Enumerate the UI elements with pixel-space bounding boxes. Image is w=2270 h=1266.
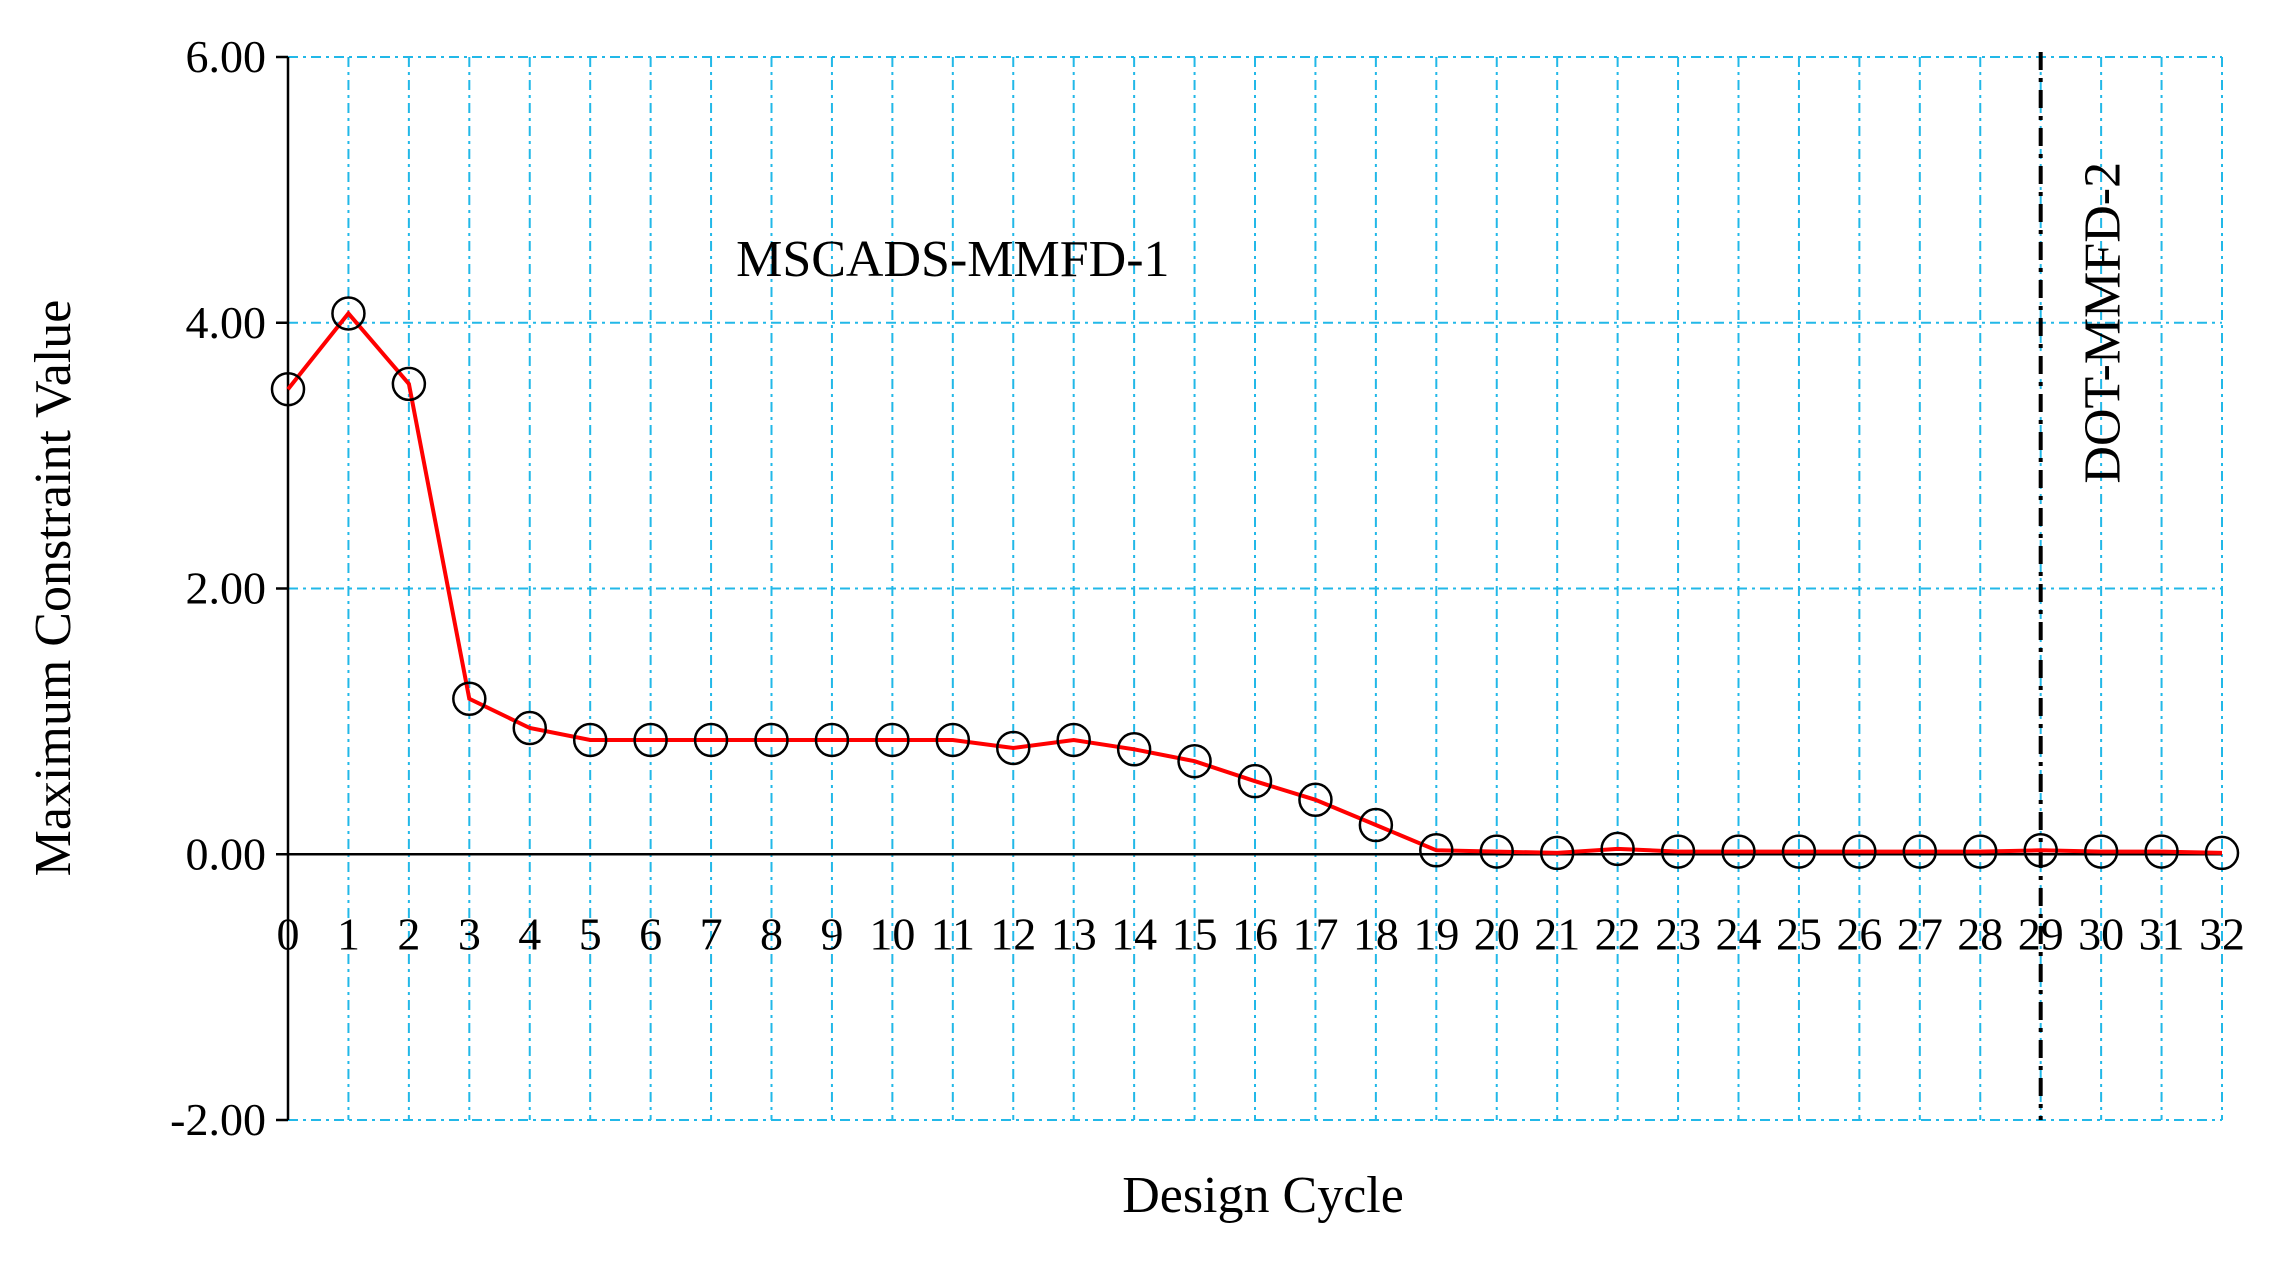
data-point (1358, 807, 1394, 843)
series-line (286, 310, 2223, 855)
data-point (633, 722, 668, 758)
annotations: MSCADS-MMFD-1 DOT-MMFD-2 (736, 162, 2131, 484)
annotation-label: MSCADS-MMFD-1 (736, 231, 1169, 288)
x-tick-label: 19 (1413, 908, 1459, 959)
data-point (1479, 834, 1514, 869)
data-point (1539, 835, 1575, 871)
x-tick-label: 10 (869, 908, 915, 959)
data-point (754, 722, 789, 758)
data-point (1781, 834, 1817, 869)
x-tick-label: 20 (1474, 908, 1520, 959)
annotation-label: DOT-MMFD-2 (2074, 162, 2131, 484)
x-tick-label: 13 (1051, 908, 1097, 959)
x-tick-label: 32 (2199, 908, 2245, 959)
x-tick-label: 4 (518, 908, 541, 959)
data-point (1902, 834, 1938, 869)
x-tick-label: 14 (1111, 908, 1157, 959)
data-point (1842, 834, 1877, 869)
x-tick-label: 12 (990, 908, 1036, 959)
x-tick-label: 5 (579, 908, 602, 959)
x-tick-label: 31 (2139, 908, 2185, 959)
x-tick-label: 17 (1292, 908, 1338, 959)
x-tick-label: 30 (2078, 908, 2124, 959)
x-tick-label: 21 (1534, 908, 1580, 959)
data-point (875, 722, 910, 758)
data-point (1116, 732, 1152, 767)
data-point (391, 366, 427, 402)
x-tick-label: 0 (277, 908, 300, 959)
y-tick-label: 2.00 (186, 563, 267, 614)
data-point (270, 371, 306, 407)
data-point (1237, 763, 1273, 799)
data-point (1177, 743, 1212, 779)
x-tick-label: 7 (700, 908, 723, 959)
data-point (1419, 833, 1454, 868)
data-point (996, 730, 1031, 766)
data-point (2083, 834, 2119, 869)
x-tick-label: 22 (1595, 908, 1641, 959)
x-tick-label: 29 (2018, 908, 2064, 959)
x-tick-label: 6 (639, 908, 662, 959)
x-tick-label: 9 (820, 908, 843, 959)
y-tick-label: 6.00 (186, 31, 267, 82)
data-point (693, 722, 729, 758)
data-point (814, 722, 850, 758)
data-point (1056, 722, 1091, 758)
data-point (512, 710, 547, 746)
x-tick-label: 16 (1232, 908, 1278, 959)
y-axis-title: Maximum Constraint Value (25, 300, 82, 877)
gridlines (288, 56, 2223, 1121)
x-tick-label: 18 (1353, 908, 1399, 959)
data-point (452, 681, 487, 717)
x-tick-label: 8 (760, 908, 783, 959)
data-point (935, 722, 971, 758)
data-point (572, 722, 608, 758)
data-point (1963, 834, 1998, 869)
x-tick-label: 11 (931, 908, 975, 959)
data-point (2144, 834, 2179, 869)
x-axis-title: Design Cycle (1122, 1167, 1404, 1224)
data-point (1298, 782, 1333, 818)
x-tick-label: 23 (1655, 908, 1701, 959)
axes (276, 55, 2222, 1122)
x-tick-label: 24 (1716, 908, 1762, 959)
data-point (1660, 834, 1696, 869)
x-tick-label: 2 (397, 908, 420, 959)
y-tick-label: -2.00 (170, 1094, 266, 1145)
x-tick-label: 3 (458, 908, 481, 959)
x-tick-label: 26 (1836, 908, 1882, 959)
data-point (1721, 834, 1756, 869)
data-point (2204, 835, 2240, 871)
x-tick-label: 25 (1776, 908, 1822, 959)
x-tick-label: 28 (1957, 908, 2003, 959)
data-point (2023, 833, 2058, 868)
x-tick-label: 1 (337, 908, 360, 959)
x-tick-label: 15 (1172, 908, 1218, 959)
x-tick-label: 27 (1897, 908, 1943, 959)
tick-labels: 6.004.002.000.00-2.000 1 2 3 4 5 6 7 8 9 10 11 12 13 1… (170, 31, 2245, 1145)
y-tick-label: 0.00 (186, 828, 267, 879)
y-tick-label: 4.00 (186, 297, 267, 348)
data-point (331, 296, 366, 331)
data-point (1600, 831, 1635, 867)
series (270, 296, 2240, 871)
